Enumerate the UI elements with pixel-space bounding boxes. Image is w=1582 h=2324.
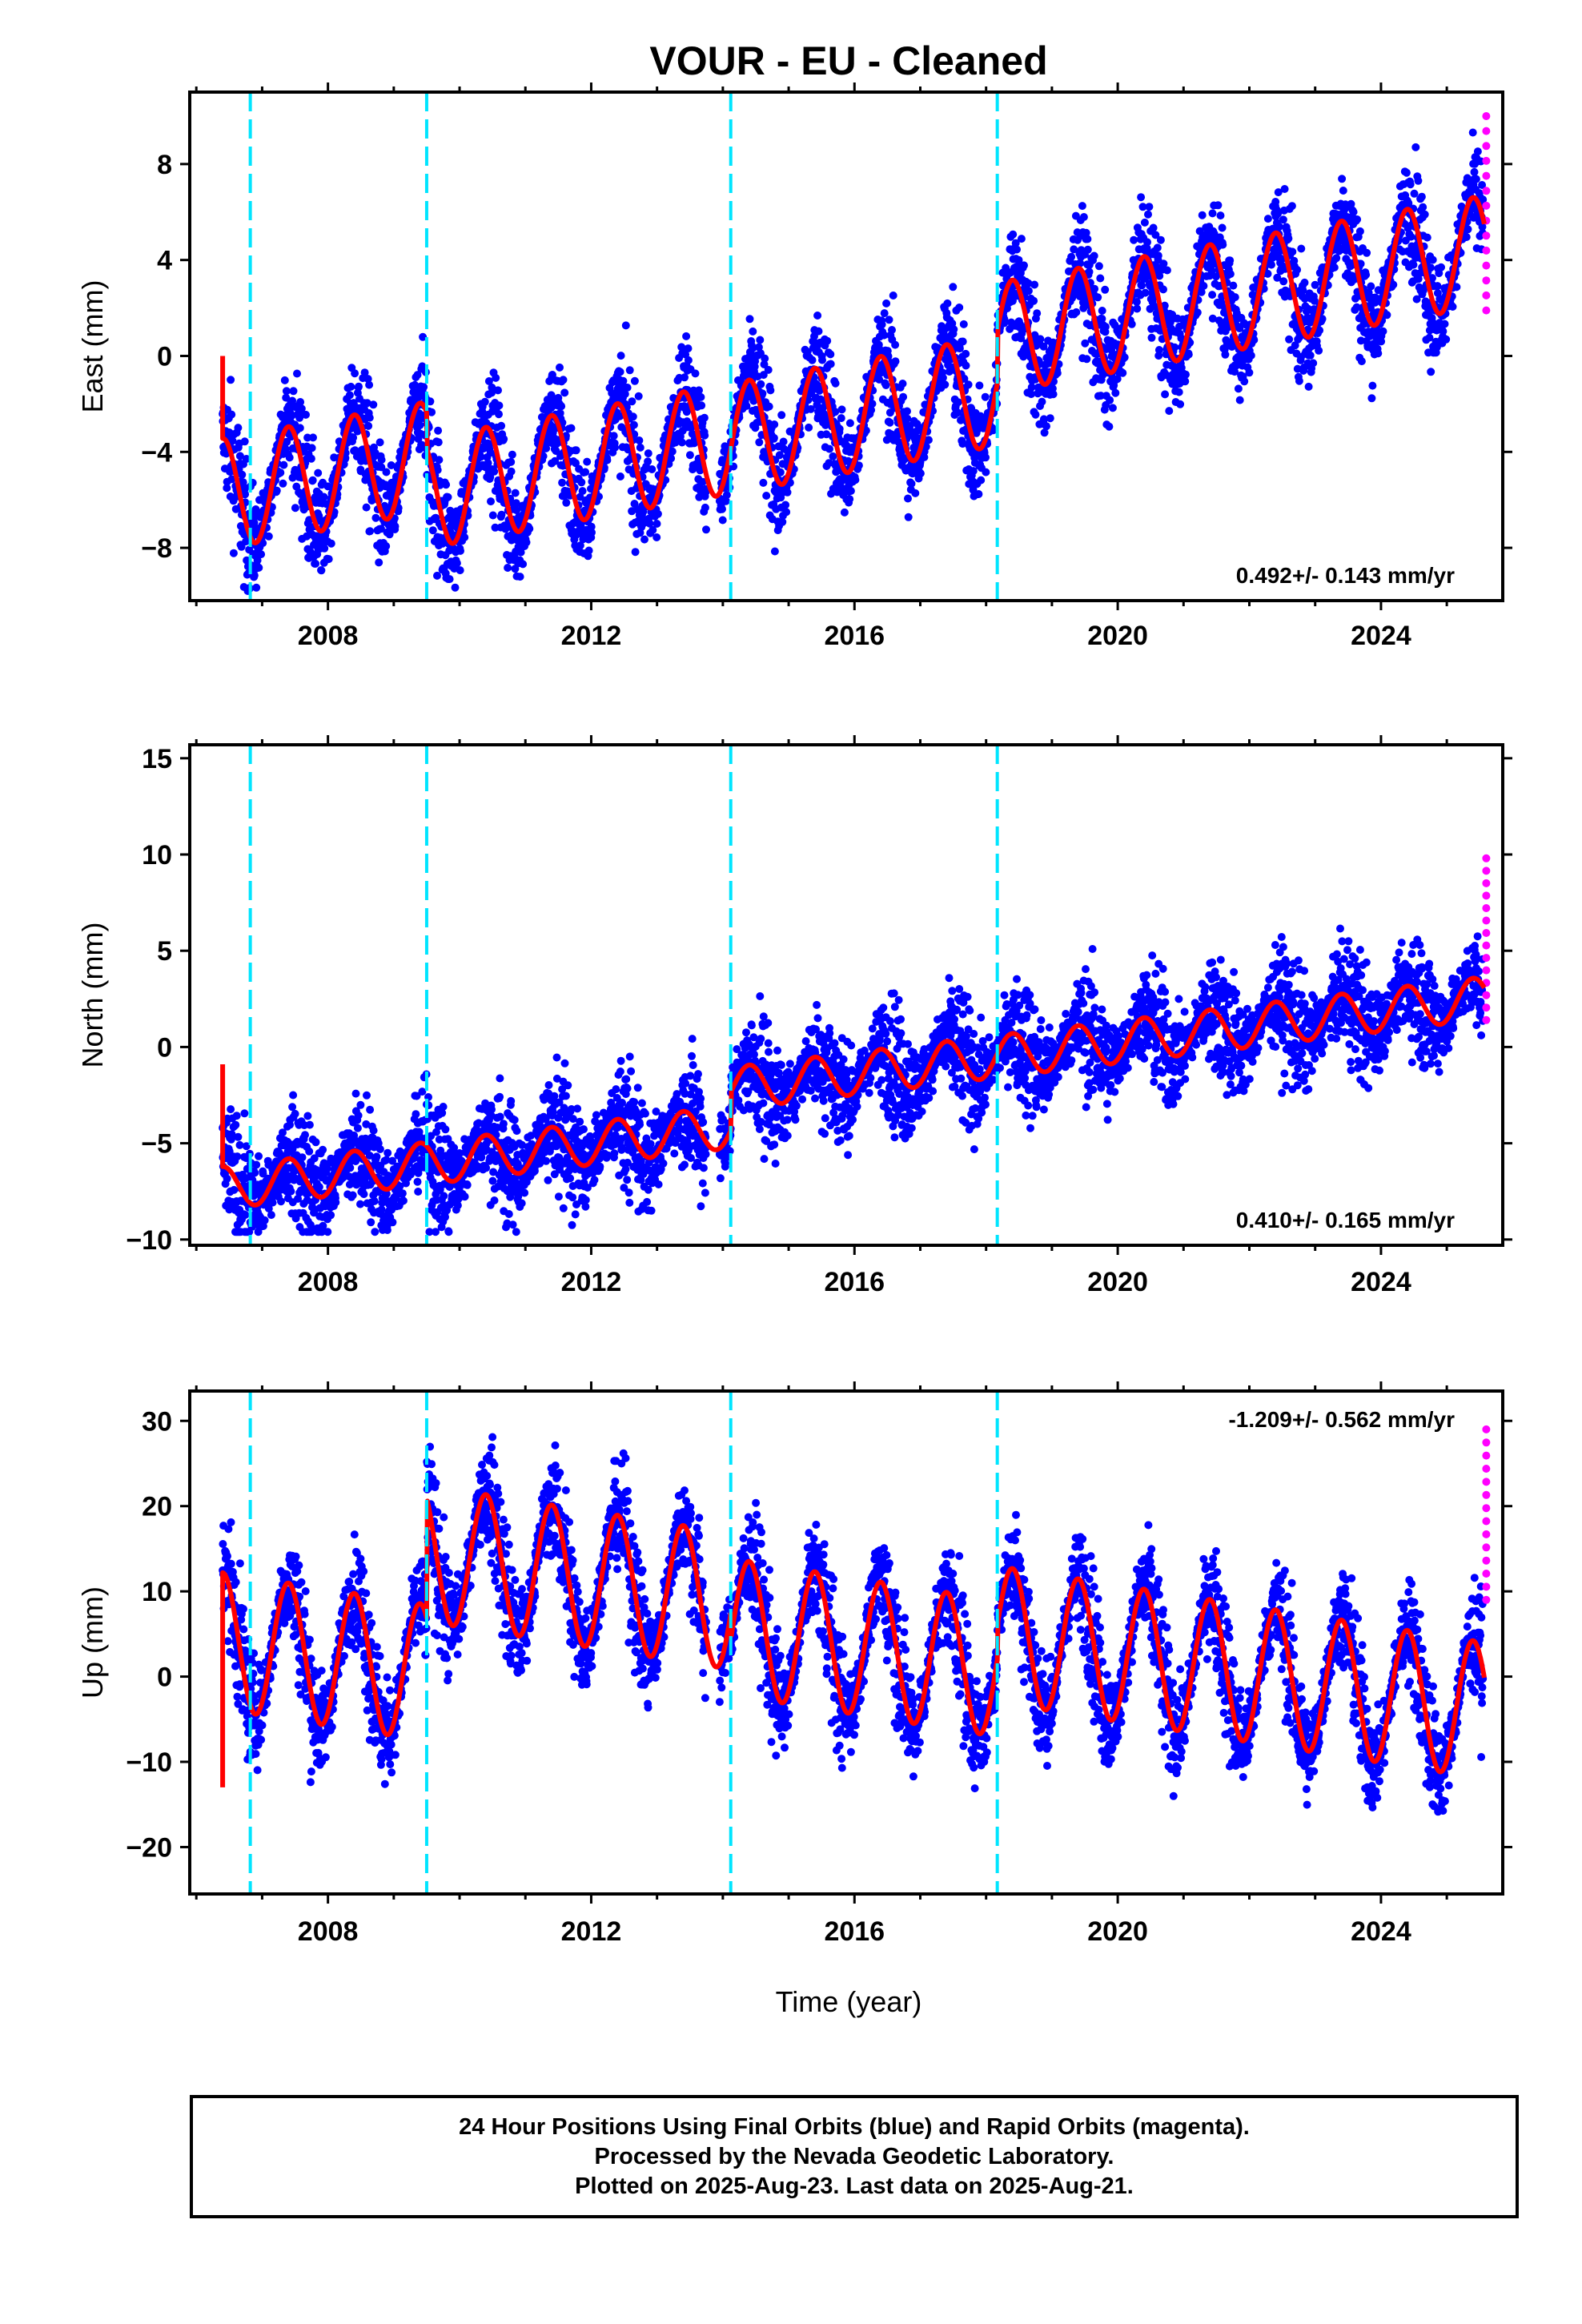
y-tick-label: 10 [142, 840, 172, 870]
caption-line-3: Plotted on 2025-Aug-23. Last data on 202… [575, 2173, 1134, 2199]
plot-frame [188, 743, 1504, 1247]
x-tick-label: 2008 [298, 1267, 359, 1297]
caption-line-2: Processed by the Nevada Geodetic Laborat… [594, 2143, 1114, 2169]
final-orbit-points [219, 924, 1488, 1236]
plot-frame [188, 1389, 1504, 1896]
y-axis-label: Up (mm) [76, 1586, 109, 1699]
y-tick-label: −10 [126, 1225, 172, 1256]
panel-up: 2008 2012 2016 2020 2024 −20 −10 0 10 20 30 Up (mm)… [76, 1381, 1512, 1947]
x-tick-label: 2008 [298, 621, 359, 651]
model-line [220, 1492, 1487, 1787]
y-tick-label: 10 [142, 1577, 172, 1607]
y-tick-label: −20 [126, 1832, 172, 1863]
y-axis-label: East (mm) [76, 280, 109, 413]
plot-area [219, 92, 1491, 601]
x-tick-label: 2016 [824, 621, 885, 651]
x-axis-label: Time (year) [776, 1985, 922, 2018]
x-tick-label: 2020 [1087, 1916, 1148, 1947]
x-tick-label: 2008 [298, 1916, 359, 1947]
final-orbit-points [219, 128, 1488, 595]
y-tick-label: 20 [142, 1492, 172, 1522]
y-tick-label: −8 [141, 533, 172, 564]
plot-area [219, 1391, 1491, 1894]
y-tick-label: 15 [142, 744, 172, 774]
panel-north: 2008 2012 2016 2020 2024 −10 −5 0 5 10 15 North (mm… [76, 735, 1512, 1297]
y-axis-label: North (mm) [76, 923, 109, 1068]
x-tick-label: 2024 [1351, 621, 1411, 651]
caption-line-1: 24 Hour Positions Using Final Orbits (bl… [459, 2113, 1250, 2140]
chart-title: VOUR - EU - Cleaned [649, 38, 1047, 83]
panel-east: 2008 2012 2016 2020 2024 −8 −4 0 4 8 East (mm) 0.49… [76, 82, 1512, 651]
x-tick-label: 2016 [824, 1267, 885, 1297]
y-tick-label: 0 [157, 1032, 172, 1063]
y-tick-label: 4 [157, 246, 172, 276]
y-tick-label: 5 [157, 936, 172, 967]
rate-label: 0.410+/- 0.165 mm/yr [1236, 1208, 1455, 1232]
model-line [220, 195, 1487, 546]
x-tick-label: 2024 [1351, 1916, 1411, 1947]
model-line [220, 975, 1487, 1208]
y-tick-label: −10 [126, 1747, 172, 1778]
y-tick-label: 30 [142, 1406, 172, 1437]
rate-label: -1.209+/- 0.562 mm/yr [1228, 1407, 1455, 1432]
x-tick-label: 2020 [1087, 621, 1148, 651]
x-tick-label: 2012 [561, 1916, 622, 1947]
x-tick-label: 2020 [1087, 1267, 1148, 1297]
x-tick-label: 2012 [561, 621, 622, 651]
panels: 2008 2012 2016 2020 2024 −8 −4 0 4 8 East (mm) 0.49… [76, 82, 1512, 1947]
x-tick-label: 2012 [561, 1267, 622, 1297]
plot-frame [188, 90, 1504, 602]
y-tick-label: −4 [141, 437, 172, 468]
y-tick-label: 8 [157, 150, 172, 180]
x-tick-label: 2024 [1351, 1267, 1411, 1297]
caption-box: 24 Hour Positions Using Final Orbits (bl… [190, 2095, 1519, 2218]
plot-area [219, 745, 1491, 1245]
y-tick-label: −5 [141, 1129, 172, 1160]
rate-label: 0.492+/- 0.143 mm/yr [1236, 563, 1455, 588]
y-tick-label: 0 [157, 1663, 172, 1693]
y-tick-label: 0 [157, 341, 172, 372]
x-tick-label: 2016 [824, 1916, 885, 1947]
